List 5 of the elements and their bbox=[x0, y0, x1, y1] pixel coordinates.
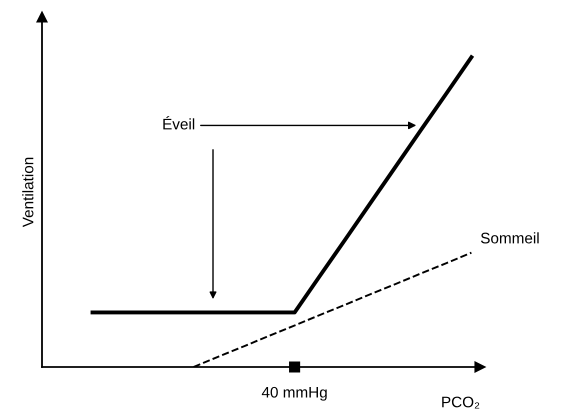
text: 40 mmHg bbox=[262, 386, 327, 401]
annotation: Éveil bbox=[163, 116, 194, 130]
y-axis-title: Ventilation bbox=[22, 158, 34, 228]
x-axis-title: PCO₂ bbox=[442, 396, 480, 409]
series-label: Sommeil bbox=[480, 232, 539, 244]
